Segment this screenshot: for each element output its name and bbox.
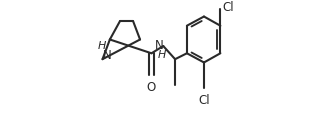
- Text: N: N: [155, 39, 164, 52]
- Text: N: N: [103, 49, 112, 62]
- Text: Cl: Cl: [222, 1, 234, 15]
- Text: H: H: [98, 41, 106, 51]
- Text: H: H: [158, 50, 166, 60]
- Text: O: O: [147, 81, 156, 94]
- Text: Cl: Cl: [198, 94, 210, 107]
